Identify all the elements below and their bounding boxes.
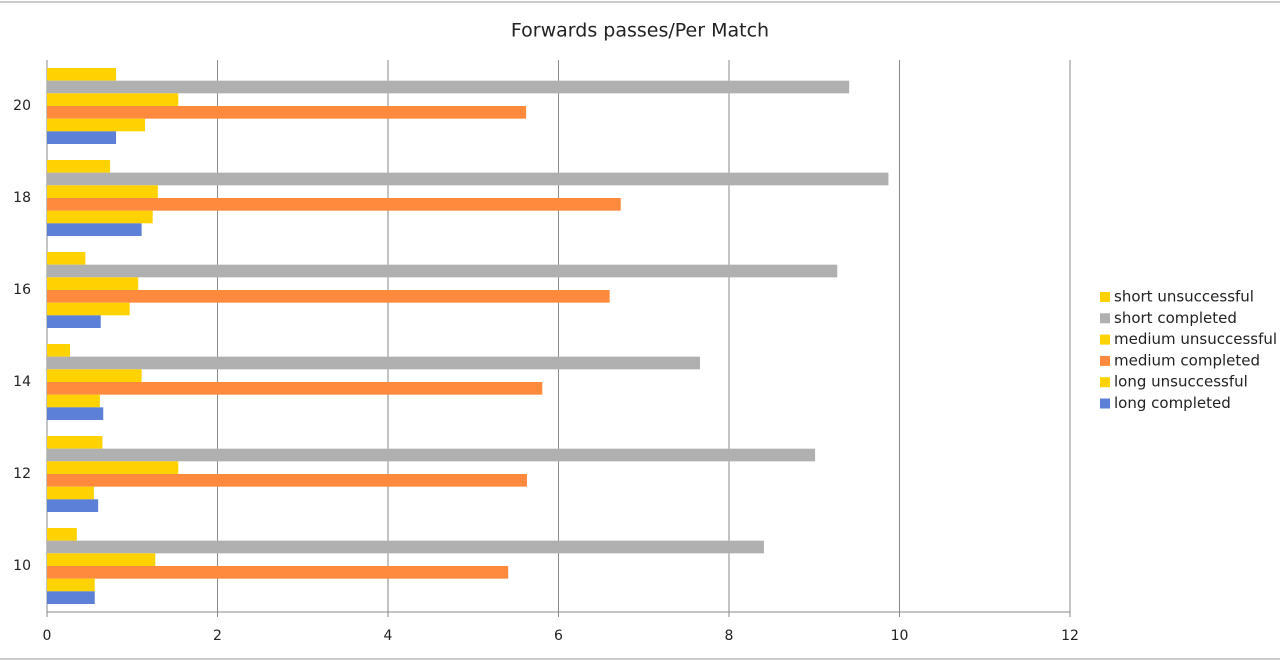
bar	[47, 486, 94, 500]
bar	[47, 68, 117, 81]
y-tick-label: 12	[13, 466, 31, 482]
x-tick-label: 8	[725, 628, 734, 644]
y-tick-label: 10	[13, 558, 31, 574]
legend-text: long completed	[1114, 394, 1231, 412]
legend-swatch	[1100, 313, 1110, 324]
bar	[47, 540, 764, 554]
bar	[47, 131, 117, 144]
bar	[47, 528, 77, 541]
legend-text: medium unsuccessful	[1114, 330, 1277, 348]
legend-swatch	[1100, 398, 1110, 409]
legend-text: long unsuccessful	[1114, 373, 1248, 391]
bar	[47, 160, 111, 173]
x-tick-label: 4	[384, 628, 393, 644]
bar	[47, 591, 95, 604]
bar	[47, 407, 104, 420]
bar	[47, 356, 701, 370]
bar	[47, 448, 816, 462]
y-tick-label: 16	[13, 282, 31, 298]
bar	[47, 252, 86, 265]
bar	[47, 80, 850, 94]
bar	[47, 436, 103, 449]
bar	[47, 461, 179, 474]
x-tick-label: 0	[43, 628, 52, 644]
bar	[47, 198, 621, 211]
legend-text: medium completed	[1114, 351, 1260, 369]
bar	[47, 302, 130, 316]
legend-swatch	[1100, 377, 1110, 388]
bar	[47, 210, 153, 224]
bar	[47, 344, 71, 357]
legend-swatch	[1100, 292, 1110, 302]
bar	[47, 93, 179, 106]
bar	[47, 578, 95, 592]
x-tick-label: 10	[891, 628, 909, 644]
bar	[47, 185, 158, 198]
bar	[47, 290, 610, 303]
bar	[47, 499, 99, 512]
x-tick-label: 2	[213, 628, 222, 644]
bar	[47, 315, 101, 328]
bar	[47, 106, 527, 119]
legend-text: short unsuccessful	[1114, 288, 1254, 306]
bar	[47, 566, 509, 579]
bar	[47, 382, 543, 395]
y-tick-label: 18	[13, 190, 31, 206]
bar	[47, 474, 527, 487]
bar	[47, 172, 889, 186]
bar	[47, 369, 142, 382]
x-tick-label: 12	[1061, 628, 1079, 644]
bar	[47, 553, 156, 566]
bar	[47, 277, 139, 290]
chart-title: Forwards passes/Per Match	[511, 20, 769, 42]
bar	[47, 118, 146, 132]
bar	[47, 223, 142, 236]
y-tick-label: 14	[13, 374, 31, 390]
legend-swatch	[1100, 355, 1110, 366]
bar	[47, 264, 838, 278]
x-tick-label: 6	[554, 628, 563, 644]
legend-text: short completed	[1114, 309, 1237, 327]
y-tick-label: 20	[13, 98, 31, 114]
legend-swatch	[1100, 334, 1110, 345]
bar	[47, 394, 100, 408]
